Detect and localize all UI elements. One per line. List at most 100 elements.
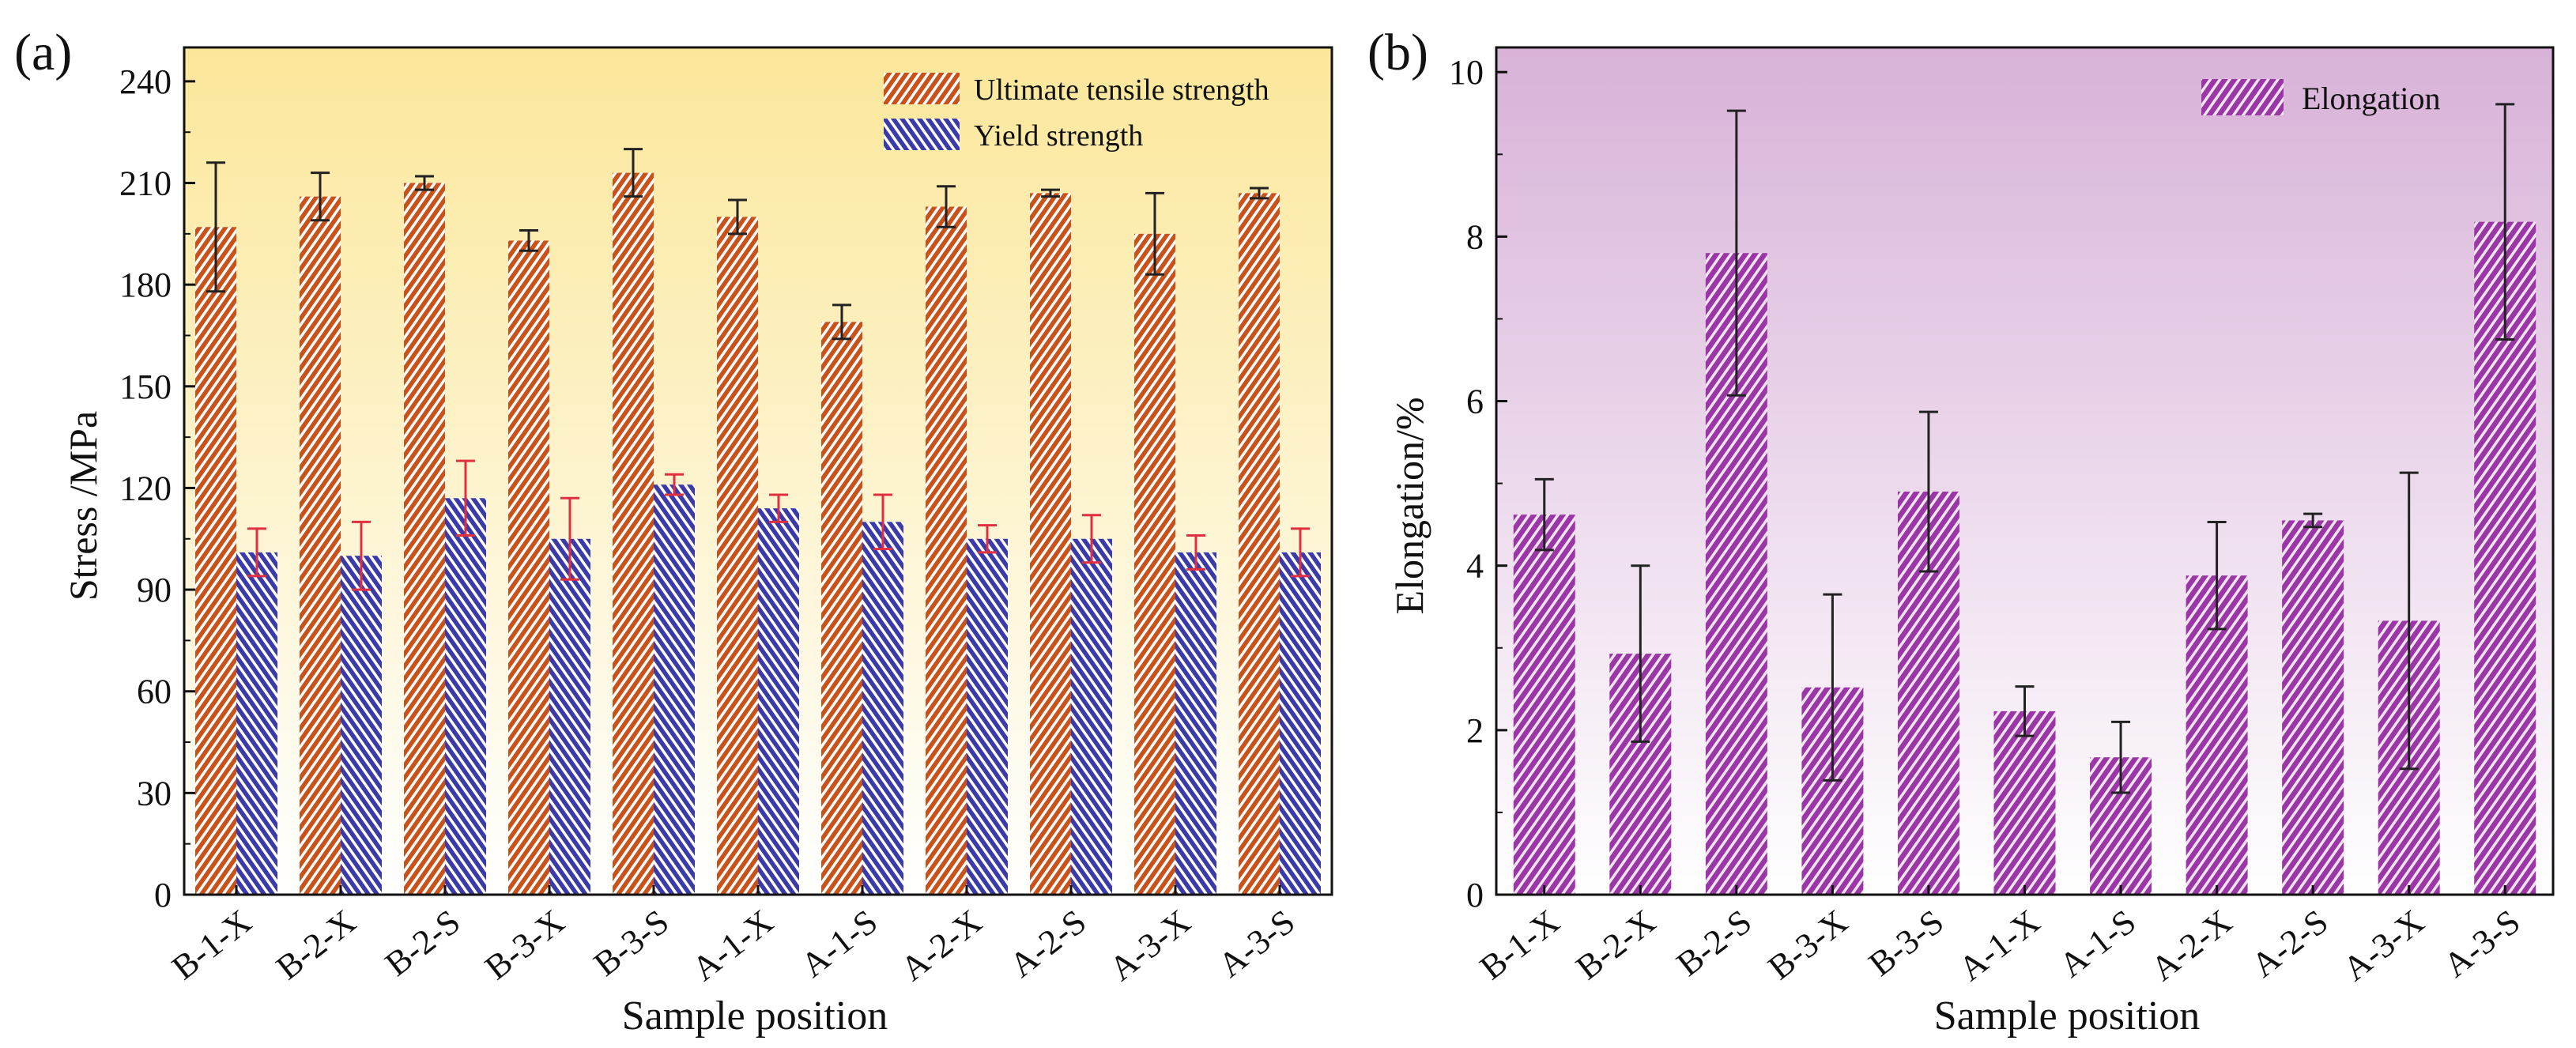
plot-b-x-axis: B-1-X B-2-X B-2-S B-3-X B-3-S A-1-X A-1-S A-2-X… bbox=[1473, 885, 2527, 989]
panel-b-label: (b) bbox=[1367, 24, 1428, 81]
x-tick-label: B-1-X bbox=[164, 902, 258, 987]
y-tick-label: 240 bbox=[119, 62, 172, 101]
x-tick-label: A-2-X bbox=[2144, 902, 2239, 988]
x-tick-label: B-2-X bbox=[269, 902, 363, 987]
bar-B-1-X-ultimate-tensile-strength bbox=[195, 227, 236, 895]
panel-b-legend: Elongation bbox=[2201, 79, 2441, 116]
error-bar bbox=[456, 459, 475, 537]
y-tick-label: 4 bbox=[1466, 547, 1484, 586]
bar-A-2-X-ultimate-tensile-strength bbox=[926, 206, 967, 895]
bar-B-3-S-yield-strength bbox=[654, 484, 695, 895]
panel-b-x-axis-title: Sample position bbox=[1934, 993, 2201, 1039]
error-bar bbox=[311, 172, 330, 222]
bar-B-2-S-yield-strength bbox=[445, 498, 486, 895]
x-tick-label: B-3-S bbox=[586, 902, 676, 983]
error-bar bbox=[2495, 103, 2515, 341]
bar-A-3-S-ultimate-tensile-strength bbox=[1239, 193, 1280, 895]
plot-a-y-axis: 0 30 60 90 120 150 180 210 240 bbox=[119, 62, 195, 914]
error-bar bbox=[769, 493, 788, 523]
error-bar bbox=[519, 229, 538, 252]
error-bar bbox=[2111, 720, 2131, 794]
bar-B-3-X-yield-strength bbox=[549, 538, 590, 895]
bar-B-2-X-ultimate-tensile-strength bbox=[300, 196, 341, 895]
error-bar bbox=[978, 524, 997, 554]
panel-a-legend: Ultimate tensile strength Yield strength bbox=[884, 73, 1269, 153]
bar-A-1-S-ultimate-tensile-strength bbox=[821, 322, 862, 895]
x-tick-label: A-2-S bbox=[1002, 902, 1093, 985]
error-bar bbox=[1145, 191, 1164, 276]
panel-a-x-axis-title: Sample position bbox=[622, 993, 888, 1039]
error-bar bbox=[1082, 514, 1101, 564]
error-bar bbox=[2399, 471, 2419, 771]
legend-swatch-yield-strength bbox=[884, 119, 960, 150]
error-bar bbox=[873, 493, 892, 551]
legend-label-yield-strength: Yield strength bbox=[974, 119, 1143, 153]
error-bar bbox=[1823, 593, 1842, 782]
bar-A-1-X-ultimate-tensile-strength bbox=[717, 217, 758, 895]
error-bar bbox=[206, 161, 225, 293]
legend-label-elongation: Elongation bbox=[2302, 81, 2441, 116]
bar-B-1-X-yield-strength bbox=[236, 552, 277, 895]
legend-swatch-elongation bbox=[2201, 79, 2284, 115]
y-tick-label: 0 bbox=[1466, 876, 1484, 914]
y-tick-label: 10 bbox=[1449, 53, 1484, 92]
plot-b-y-axis: 0 2 4 6 8 10 bbox=[1449, 53, 1507, 914]
bar-A-2-S-elongation bbox=[2282, 520, 2344, 895]
error-bar bbox=[2303, 512, 2323, 529]
bar-A-2-S-yield-strength bbox=[1071, 538, 1112, 895]
y-tick-label: 150 bbox=[119, 368, 172, 406]
error-bar bbox=[560, 496, 579, 581]
y-tick-label: 120 bbox=[119, 469, 172, 507]
y-tick-label: 2 bbox=[1466, 711, 1484, 750]
x-tick-label: B-3-X bbox=[477, 902, 571, 987]
error-bar bbox=[728, 198, 747, 236]
bar-B-3-X-ultimate-tensile-strength bbox=[508, 240, 549, 895]
x-tick-label: A-2-X bbox=[893, 902, 989, 988]
panel-a-label: (a) bbox=[14, 24, 72, 81]
error-bar bbox=[1918, 410, 1938, 573]
y-tick-label: 30 bbox=[137, 774, 172, 812]
x-tick-label: A-1-S bbox=[2052, 902, 2143, 985]
x-tick-label: B-2-X bbox=[1569, 902, 1663, 987]
error-bar bbox=[624, 148, 643, 198]
error-bar bbox=[2207, 521, 2227, 631]
x-tick-label: A-1-X bbox=[1952, 902, 2047, 988]
x-tick-label: A-1-X bbox=[685, 902, 780, 988]
error-bar bbox=[1250, 187, 1269, 200]
x-tick-label: A-3-X bbox=[2336, 902, 2431, 988]
bar-B-3-S-ultimate-tensile-strength bbox=[613, 172, 654, 895]
x-tick-label: A-2-S bbox=[2244, 902, 2335, 985]
x-tick-label: B-1-X bbox=[1473, 902, 1567, 987]
y-tick-label: 6 bbox=[1466, 383, 1484, 421]
y-tick-label: 210 bbox=[119, 164, 172, 203]
bar-A-1-S-yield-strength bbox=[862, 522, 903, 895]
x-tick-label: A-3-S bbox=[2436, 902, 2527, 985]
error-bar bbox=[415, 175, 434, 191]
y-tick-label: 90 bbox=[137, 571, 172, 609]
y-tick-label: 180 bbox=[119, 266, 172, 304]
error-bar bbox=[247, 527, 266, 578]
error-bar bbox=[352, 520, 371, 591]
error-bar bbox=[665, 473, 684, 496]
error-bar bbox=[1631, 564, 1650, 743]
x-tick-label: B-2-S bbox=[1669, 902, 1759, 983]
x-tick-label: B-2-S bbox=[378, 902, 467, 983]
panel-a-y-axis-title: Stress /MPa bbox=[61, 411, 105, 601]
plot-a-x-axis: B-1-X B-2-X B-2-S B-3-X B-3-S A-1-X A-1-S A-2-X… bbox=[164, 885, 1302, 989]
error-bar bbox=[1041, 188, 1060, 198]
error-bar bbox=[937, 185, 956, 228]
bar-A-3-X-yield-strength bbox=[1175, 552, 1216, 895]
legend-label-ultimate-tensile-strength: Ultimate tensile strength bbox=[974, 74, 1269, 107]
bar-A-2-S-ultimate-tensile-strength bbox=[1030, 193, 1071, 895]
error-bar bbox=[1534, 477, 1554, 552]
bar-B-2-S-ultimate-tensile-strength bbox=[404, 183, 445, 895]
bar-A-3-X-ultimate-tensile-strength bbox=[1134, 233, 1175, 895]
bar-A-1-X-yield-strength bbox=[758, 508, 799, 895]
panel-b-y-axis-title: Elongation/% bbox=[1387, 398, 1431, 615]
y-tick-label: 60 bbox=[137, 673, 172, 711]
x-tick-label: A-1-S bbox=[794, 902, 884, 985]
bar-A-1-X-elongation bbox=[1993, 711, 2056, 895]
